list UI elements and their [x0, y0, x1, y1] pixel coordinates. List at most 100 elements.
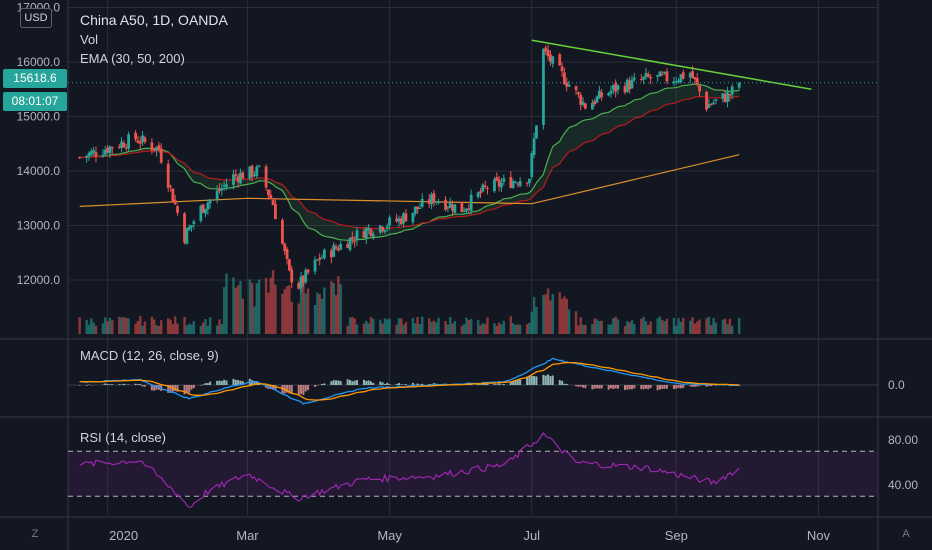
macd-legend[interactable]: MACD (12, 26, close, 9)	[80, 348, 219, 363]
macd-histogram-bar	[404, 384, 407, 385]
candle-body	[383, 229, 387, 232]
macd-histogram-bar	[209, 381, 212, 385]
candle-body	[497, 179, 501, 187]
volume-bar	[675, 325, 678, 334]
macd-histogram-bar	[644, 385, 647, 389]
candle-body	[483, 185, 487, 187]
macd-histogram-bar	[418, 384, 421, 385]
candle-body	[639, 79, 643, 81]
volume-bar	[584, 324, 587, 334]
volume-bar	[134, 323, 137, 334]
auto-scale-icon[interactable]: A	[902, 528, 910, 540]
candle-body	[679, 74, 683, 83]
volume-bar	[612, 318, 615, 334]
macd-histogram-bar	[516, 379, 519, 385]
volume-bar	[421, 316, 424, 334]
candle-body	[551, 56, 555, 64]
macd-histogram-bar	[355, 380, 358, 385]
volume-bar	[87, 324, 91, 334]
macd-histogram-bar	[623, 385, 626, 391]
macd-histogram-bar	[351, 381, 354, 385]
volume-bar	[402, 324, 405, 334]
macd-histogram-bar	[693, 385, 696, 387]
volume-bar	[139, 316, 142, 334]
macd-histogram-bar	[628, 385, 631, 390]
candle-body	[124, 147, 128, 149]
volume-bar	[153, 319, 156, 334]
candle-body	[283, 243, 287, 252]
volume-legend[interactable]: Vol	[80, 32, 99, 47]
macd-histogram-bar	[183, 385, 186, 395]
volume-bar	[92, 322, 95, 334]
volume-bar	[483, 324, 487, 334]
candle-body	[623, 85, 627, 93]
volume-bar	[416, 316, 419, 334]
candle-body	[78, 157, 82, 159]
volume-bar	[509, 316, 512, 334]
macd-histogram-bar	[617, 385, 619, 389]
volume-bar	[593, 318, 596, 334]
macd-histogram-bar	[286, 385, 289, 393]
macd-histogram-bar	[600, 385, 603, 389]
volume-bar	[269, 277, 272, 334]
macd-histogram-bar	[582, 385, 585, 388]
ema-legend[interactable]: EMA (30, 50, 200)	[80, 51, 185, 66]
volume-bar	[215, 325, 219, 334]
macd-histogram-bar	[167, 385, 170, 393]
volume-bar	[437, 317, 440, 334]
rsi-legend[interactable]: RSI (14, close)	[80, 430, 166, 445]
macd-histogram-bar	[225, 380, 228, 385]
volume-bar	[591, 323, 594, 334]
ema-200-line	[79, 154, 740, 207]
candle-body	[108, 146, 112, 154]
volume-bar	[630, 320, 634, 334]
volume-bar	[220, 323, 224, 334]
volume-bar	[616, 319, 620, 334]
candle-body	[152, 147, 156, 151]
macd-tick-label: 0.0	[888, 378, 905, 392]
volume-bar	[346, 325, 349, 334]
macd-histogram-bar	[530, 375, 533, 385]
candle-body	[427, 199, 431, 204]
volume-bar	[111, 320, 114, 334]
candle-body	[728, 94, 732, 96]
macd-histogram-bar	[577, 385, 580, 387]
volume-bar	[250, 282, 254, 334]
macd-histogram-bar	[642, 385, 645, 390]
volume-bar	[176, 323, 179, 334]
macd-histogram-bar	[353, 380, 356, 385]
candle-body	[590, 102, 594, 110]
candle-body	[688, 73, 692, 78]
macd-histogram-bar	[705, 385, 708, 387]
candle-body	[199, 206, 203, 221]
volume-bar	[288, 285, 291, 334]
volume-bar	[451, 323, 454, 334]
macd-histogram-bar	[575, 385, 578, 387]
macd-histogram-bar	[430, 384, 433, 385]
price-tick-label: 16000.0	[17, 55, 61, 69]
volume-bar	[544, 294, 547, 334]
candle-body	[413, 206, 417, 214]
volume-bar	[190, 324, 193, 334]
volume-bar	[707, 316, 711, 334]
currency-label[interactable]: USD	[20, 8, 52, 28]
volume-bar	[644, 321, 648, 334]
zoom-toggle-icon[interactable]: Z	[31, 528, 39, 540]
candle-body	[514, 182, 517, 184]
macd-histogram-bar	[216, 380, 219, 385]
volume-bar	[710, 325, 713, 334]
candle-body	[169, 186, 172, 188]
candle-body	[183, 213, 186, 243]
candle-body	[92, 150, 96, 153]
volume-bar	[532, 296, 536, 334]
candle-body	[511, 181, 515, 189]
volume-bar	[414, 323, 417, 334]
volume-bar	[318, 294, 321, 334]
candle-body	[437, 201, 440, 204]
candle-body	[264, 166, 268, 188]
macd-histogram-bar	[255, 381, 258, 385]
macd-histogram-bar	[367, 380, 370, 385]
volume-bar	[574, 311, 578, 334]
volume-bar	[665, 318, 669, 334]
